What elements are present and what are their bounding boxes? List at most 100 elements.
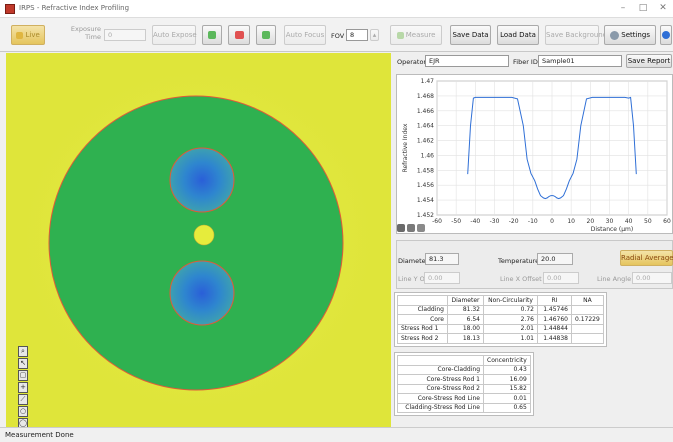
diameter-value: 81.3 — [425, 253, 459, 265]
window-title: IRPS - Refractive Index Profiling — [19, 4, 130, 12]
graph-palette — [397, 224, 426, 232]
temperature-label: Temperature — [498, 257, 540, 265]
move-right-button[interactable] — [256, 25, 276, 45]
app-icon — [5, 4, 15, 14]
table-cell: 1.45746 — [537, 304, 572, 315]
measure-button[interactable]: Measure — [390, 25, 442, 45]
close-icon[interactable]: ✕ — [659, 3, 667, 13]
save-data-button[interactable]: Save Data — [450, 25, 491, 45]
x-tick-label: 20 — [587, 218, 595, 225]
y-axis-label: Refractive Index — [402, 123, 409, 172]
crosshair-icon[interactable]: + — [18, 382, 28, 393]
fov-input[interactable]: 8 — [346, 29, 368, 41]
maximize-icon[interactable]: □ — [638, 3, 648, 13]
x-tick-label: -20 — [509, 218, 519, 225]
pointer-icon[interactable]: ↖ — [18, 358, 28, 369]
x-tick-label: 10 — [567, 218, 575, 225]
save-background-button[interactable]: Save Background — [545, 25, 607, 45]
x-tick-label: 40 — [625, 218, 633, 225]
table-row: Core-Stress Rod 1 16.09 — [397, 374, 531, 385]
concentricity-header — [397, 355, 484, 366]
gear-icon — [610, 30, 620, 40]
table-cell: 1.46760 — [537, 314, 572, 325]
rectangle-select-icon[interactable]: ▢ — [18, 370, 28, 381]
table-cell: 2.76 — [483, 314, 538, 325]
auto-expose-button[interactable]: Auto Expose — [152, 25, 197, 45]
x-axis-label: Distance (µm) — [591, 226, 634, 233]
table-cell: 1.44838 — [537, 333, 572, 344]
exposure-input[interactable]: 0 — [104, 29, 146, 41]
status-text: Measurement Done — [5, 431, 74, 439]
table-cell: 0.65 — [483, 402, 531, 413]
concentricity-header: Concentricity — [483, 355, 531, 366]
camera-icon — [16, 31, 24, 39]
line-tool-icon[interactable]: ⟋ — [18, 394, 28, 405]
fiber-id-input[interactable]: Sample01 — [538, 55, 622, 67]
line-angle-label: Line Angle — [597, 275, 632, 283]
concentricity-table: Concentricity Core-Cladding 0.43 Core-Str… — [397, 355, 531, 413]
ellipse-tool-icon[interactable]: ◯ — [18, 418, 28, 427]
move-left-button[interactable] — [202, 25, 222, 45]
table-row: Core-Cladding 0.43 — [397, 364, 531, 375]
table-row: Cladding 81.32 0.72 1.45746 — [397, 304, 604, 315]
x-tick-label: 50 — [644, 218, 652, 225]
table-row: Stress Rod 2 18.13 1.01 1.44838 — [397, 333, 604, 344]
table-row: Core-Stress Rod Line 0.01 — [397, 393, 531, 404]
x-tick-label: -60 — [432, 218, 442, 225]
results-header: Non-Circularity — [483, 295, 538, 306]
stress-rod-1 — [169, 147, 235, 213]
load-data-button[interactable]: Load Data — [497, 25, 539, 45]
results-header: RI — [537, 295, 572, 306]
operator-input[interactable]: EJR — [425, 55, 509, 67]
x-tick-label: 30 — [606, 218, 614, 225]
x-tick-label: 0 — [550, 218, 554, 225]
table-cell: 6.54 — [447, 314, 484, 325]
table-cell: 16.09 — [483, 374, 531, 385]
graph-zoom-icon[interactable] — [397, 224, 405, 232]
row-label: Core-Cladding — [397, 364, 484, 375]
help-button[interactable] — [660, 25, 672, 45]
x-tick-label: -30 — [490, 218, 500, 225]
auto-focus-button[interactable]: Auto Focus — [284, 25, 326, 45]
table-cell — [571, 333, 604, 344]
fov-stepper[interactable]: ▴ — [370, 29, 379, 41]
table-cell — [571, 304, 604, 315]
title-bar: IRPS - Refractive Index Profiling – □ ✕ — [0, 0, 673, 18]
circle-tool-icon[interactable]: ○ — [18, 406, 28, 417]
line-angle-input[interactable]: 0.00 — [632, 272, 672, 284]
fiber-cross-section — [6, 53, 391, 427]
table-cell: 15.82 — [483, 383, 531, 394]
live-button[interactable]: Live — [11, 25, 45, 45]
settings-button[interactable]: Settings — [604, 25, 656, 45]
home-button[interactable] — [228, 25, 250, 45]
status-bar: Measurement Done — [0, 427, 673, 442]
cladding-circle — [48, 95, 344, 391]
y-tick-label: 1.47 — [421, 78, 435, 85]
results-header: NA — [571, 295, 604, 306]
arrow-right-icon — [262, 31, 270, 39]
zoom-icon[interactable]: ⌕ — [18, 346, 28, 357]
line-y-offset-input[interactable]: 0.00 — [424, 272, 460, 284]
y-tick-label: 1.458 — [417, 167, 434, 174]
line-x-offset-input[interactable]: 0.00 — [543, 272, 579, 284]
table-cell: 1.01 — [483, 333, 538, 344]
table-row: Core 6.54 2.76 1.46760 0.17229 — [397, 314, 604, 325]
graph-pan-icon[interactable] — [407, 224, 416, 232]
row-label: Cladding-Stress Rod Line — [397, 402, 484, 413]
core-circle — [193, 224, 215, 246]
graph-cursor-icon[interactable] — [417, 224, 426, 232]
radial-average-button[interactable]: Radial Average — [620, 250, 673, 266]
x-tick-label: -10 — [528, 218, 538, 225]
fov-label: FOV — [331, 32, 345, 40]
y-tick-label: 1.452 — [417, 212, 434, 219]
exposure-label: Exposure Time — [70, 25, 101, 41]
fiber-image-view[interactable]: ⌕ ↖ ▢ + ⟋ ○ ◯ — [6, 53, 391, 427]
stress-rod-2 — [169, 260, 235, 326]
save-report-button[interactable]: Save Report — [626, 54, 672, 68]
table-cell: 18.00 — [447, 323, 484, 334]
table-cell: 1.44844 — [537, 323, 572, 334]
y-tick-label: 1.462 — [417, 138, 434, 145]
minimize-icon[interactable]: – — [620, 3, 626, 13]
y-tick-label: 1.466 — [417, 108, 434, 115]
table-cell: 0.17229 — [571, 314, 604, 325]
